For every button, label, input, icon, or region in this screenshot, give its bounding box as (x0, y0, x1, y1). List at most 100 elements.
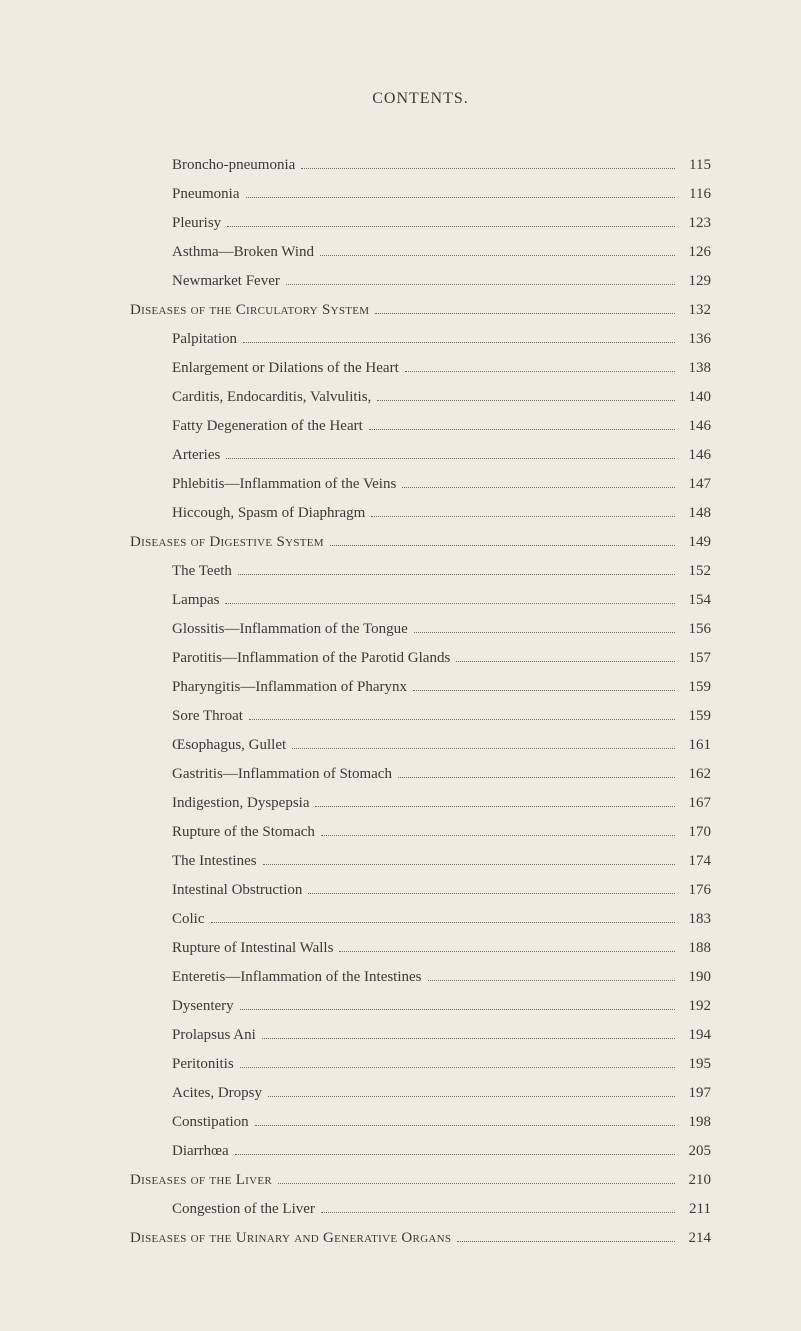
dot-leader (243, 342, 675, 343)
toc-label: Enteretis—Inflammation of the Intestines (130, 970, 422, 985)
dot-leader (457, 1241, 675, 1242)
toc-page-number: 129 (679, 274, 711, 289)
toc-label: The Teeth (130, 564, 232, 579)
dot-leader (377, 400, 675, 401)
toc-page-number: 211 (679, 1202, 711, 1217)
dot-leader (405, 371, 675, 372)
toc-page-number: 126 (679, 245, 711, 260)
dot-leader (278, 1183, 675, 1184)
toc-item-row: The Teeth152 (130, 564, 711, 579)
toc-item-row: Enteretis—Inflammation of the Intestines… (130, 970, 711, 985)
toc-item-row: Dysentery192 (130, 999, 711, 1014)
toc-item-row: Rupture of Intestinal Walls188 (130, 941, 711, 956)
toc-item-row: Broncho-pneumonia 115 (130, 158, 711, 173)
toc-section-row: Diseases of the Circulatory System 132 (130, 303, 711, 318)
toc-item-row: Carditis, Endocarditis, Valvulitis,140 (130, 390, 711, 405)
dot-leader (428, 980, 675, 981)
dot-leader (321, 835, 675, 836)
toc-item-row: Indigestion, Dyspepsia167 (130, 796, 711, 811)
dot-leader (227, 226, 675, 227)
toc-label: Constipation (130, 1115, 249, 1130)
toc-label: Glossitis—Inflammation of the Tongue (130, 622, 408, 637)
toc-page-number: 214 (679, 1231, 711, 1246)
toc-item-row: Congestion of the Liver 211 (130, 1202, 711, 1217)
toc-label: Prolapsus Ani (130, 1028, 256, 1043)
toc-item-row: Hiccough, Spasm of Diaphragm148 (130, 506, 711, 521)
toc-label: Broncho-pneumonia (130, 158, 295, 173)
dot-leader (413, 690, 675, 691)
toc-page-number: 183 (679, 912, 711, 927)
toc-page-number: 198 (679, 1115, 711, 1130)
dot-leader (225, 603, 675, 604)
toc-page-number: 136 (679, 332, 711, 347)
toc-page-number: 115 (679, 158, 711, 173)
toc-page-number: 154 (679, 593, 711, 608)
toc-item-row: Glossitis—Inflammation of the Tongue156 (130, 622, 711, 637)
toc-label: Arteries (130, 448, 220, 463)
toc-page-number: 146 (679, 419, 711, 434)
dot-leader (255, 1125, 675, 1126)
toc-label: The Intestines (130, 854, 257, 869)
dot-leader (263, 864, 675, 865)
dot-leader (240, 1009, 675, 1010)
toc-item-row: Peritonitis195 (130, 1057, 711, 1072)
dot-leader (235, 1154, 675, 1155)
toc-page-number: 146 (679, 448, 711, 463)
dot-leader (402, 487, 675, 488)
toc-item-row: Pleurisy 123 (130, 216, 711, 231)
dot-leader (249, 719, 675, 720)
toc-item-row: Sore Throat159 (130, 709, 711, 724)
toc-page-number: 162 (679, 767, 711, 782)
toc-label: Enlargement or Dilations of the Heart (130, 361, 399, 376)
toc-item-row: Rupture of the Stomach 170 (130, 825, 711, 840)
toc-label: Diseases of the Circulatory System (130, 303, 369, 318)
toc-label: Indigestion, Dyspepsia (130, 796, 309, 811)
toc-item-row: Asthma—Broken Wind 126 (130, 245, 711, 260)
toc-page-number: 170 (679, 825, 711, 840)
toc-label: Acites, Dropsy (130, 1086, 262, 1101)
dot-leader (308, 893, 675, 894)
dot-leader (398, 777, 675, 778)
toc-page-number: 192 (679, 999, 711, 1014)
toc-label: Carditis, Endocarditis, Valvulitis, (130, 390, 371, 405)
toc-label: Asthma—Broken Wind (130, 245, 314, 260)
toc-item-row: The Intestines 174 (130, 854, 711, 869)
toc-item-row: Pharyngitis—Inflammation of Pharynx159 (130, 680, 711, 695)
dot-leader (371, 516, 675, 517)
toc-page-number: 197 (679, 1086, 711, 1101)
toc-item-row: Œsophagus, Gullet161 (130, 738, 711, 753)
toc-label: Diseases of the Urinary and Generative O… (130, 1231, 451, 1246)
toc-label: Diseases of the Liver (130, 1173, 272, 1188)
toc-page-number: 159 (679, 680, 711, 695)
toc-label: Pleurisy (130, 216, 221, 231)
dot-leader (320, 255, 675, 256)
toc-page-number: 149 (679, 535, 711, 550)
toc-label: Rupture of Intestinal Walls (130, 941, 333, 956)
toc-label: Diseases of Digestive System (130, 535, 324, 550)
page-heading: CONTENTS. (130, 90, 711, 108)
toc-label: Congestion of the Liver (130, 1202, 315, 1217)
dot-leader (375, 313, 675, 314)
toc-label: Sore Throat (130, 709, 243, 724)
toc-label: Pneumonia (130, 187, 240, 202)
contents-page: CONTENTS. Broncho-pneumonia 115 Pneumonia 1… (0, 0, 801, 1331)
dot-leader (339, 951, 675, 952)
toc-page-number: 174 (679, 854, 711, 869)
toc-section-row: Diseases of the Liver210 (130, 1173, 711, 1188)
toc-label: Rupture of the Stomach (130, 825, 315, 840)
toc-item-row: Phlebitis—Inflammation of the Veins147 (130, 477, 711, 492)
dot-leader (226, 458, 675, 459)
dot-leader (240, 1067, 675, 1068)
dot-leader (262, 1038, 675, 1039)
toc-item-row: Newmarket Fever129 (130, 274, 711, 289)
toc-item-row: Diarrhœa205 (130, 1144, 711, 1159)
toc-item-row: Palpitation136 (130, 332, 711, 347)
toc-item-row: Parotitis—Inflammation of the Parotid Gl… (130, 651, 711, 666)
toc-label: Parotitis—Inflammation of the Parotid Gl… (130, 651, 450, 666)
dot-leader (246, 197, 676, 198)
toc-page-number: 132 (679, 303, 711, 318)
toc-page-number: 123 (679, 216, 711, 231)
dot-leader (211, 922, 676, 923)
toc-label: Œsophagus, Gullet (130, 738, 286, 753)
toc-page-number: 176 (679, 883, 711, 898)
